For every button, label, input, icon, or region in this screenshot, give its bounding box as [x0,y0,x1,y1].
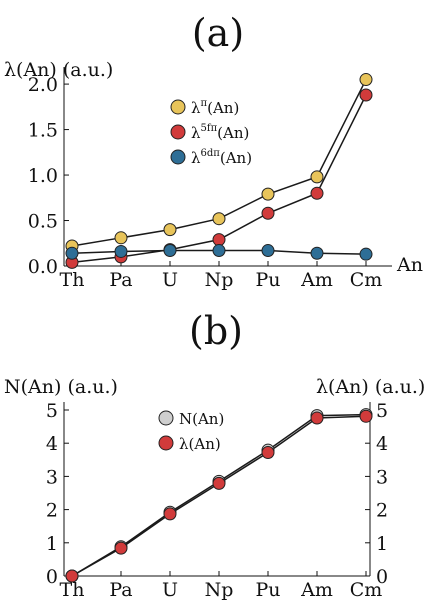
panel-a-data-point [310,186,324,200]
panel-b-y-tick-label: 1 [46,533,58,555]
panel-a-x-tick-label: Pu [255,269,280,291]
panel-a-legend-label: λ6dπ(An) [191,148,252,167]
panel-b-label: (b) [189,309,243,353]
panel-a-x-tick-label: Cm [350,269,383,291]
panel-a-data-point [261,187,275,201]
panel-b-y-tick-label: 0 [46,566,58,588]
panel-a-y-tick-label: 1.0 [28,165,58,187]
panel-a-x-tick-label: U [162,269,178,291]
panel-b-plot: 0 0 1 1 2 2 3 3 4 4 5 5 Th Pa U Np Pu Am Cm N(An) λ(An) [46,400,388,600]
panel-b-right-y-tick-label: 4 [376,433,388,455]
panel-a-data-point [359,88,373,102]
panel-b-x-tick-label: Am [300,579,333,600]
panel-a-y-tick-label: 0.5 [28,211,58,233]
panel-a-x-axis-title: An [396,254,423,276]
panel-a-y-axis-title: λ(An) (a.u.) [4,59,113,81]
panel-a-x-tick-label: Pa [109,269,132,291]
panel-b-legend-label: λ(An) [179,435,221,453]
panel-a-data-point [310,246,324,260]
panel-a-data-point [359,247,373,261]
panel-b-y-tick-label: 2 [46,500,58,522]
panel-b-data-point [359,409,373,423]
panel-b-right-y-tick-label: 1 [376,533,388,555]
panel-b-right-y-tick-label: 3 [376,466,388,488]
panel-a-data-point [310,170,324,184]
panel-a-y-tick-label: 2.0 [28,74,58,96]
panel-b-data-point [212,476,226,490]
panel-b-x-tick-label: U [162,579,178,600]
panel-b-x-tick-label: Pu [255,579,280,600]
panel-a-data-point [261,206,275,220]
panel-b-legend-marker [158,410,174,426]
panel-b-data-point [261,445,275,459]
panel-a-x-tick-label: Th [60,269,85,291]
panel-a-legend-label: λ5fπ(An) [191,123,249,142]
panel-a-data-point [163,223,177,237]
panel-a-data-point [359,73,373,87]
panel-b-data-point [65,569,79,583]
panel-a-x-tick-label: Am [300,269,333,291]
panel-a-data-point [212,233,226,247]
panel-a-legend-label: λπ(An) [191,98,239,117]
panel-b-y-axis-title: N(An) (a.u.) [4,376,118,398]
panel-a-data-point [261,244,275,258]
panel-b-right-y-axis-title: λ(An) (a.u.) [316,376,425,398]
panel-b-right-y-tick-label: 5 [376,400,388,422]
panel-a-data-point [163,244,177,258]
panel-a-data-point [65,246,79,260]
panel-a-plot: 0.0 0.5 1.0 1.5 2.0 Th Pa U Np Pu Am Cm λπ(An) λ5fπ(A… [28,67,392,291]
panel-a-x-tick-label: Np [205,269,234,291]
panel-a-data-point [114,231,128,245]
panel-b-y-tick-label: 4 [46,433,58,455]
panel-b-data-point [114,541,128,555]
panel-b-legend-label: N(An) [179,410,224,428]
panel-a-y-tick-label: 0.0 [28,256,58,278]
panel-b-x-tick-label: Cm [350,579,383,600]
panel-b-y-tick-label: 3 [46,466,58,488]
panel-a-legend-marker [170,149,186,165]
panel-b-data-point [310,411,324,425]
panel-a-data-point [212,212,226,226]
panel-a-label: (a) [192,11,244,55]
panel-a-legend-marker [170,99,186,115]
panel-b-right-y-tick-label: 2 [376,500,388,522]
panel-a-data-point [114,244,128,258]
panel-a-data-point [212,244,226,258]
panel-b-y-tick-label: 5 [46,400,58,422]
panel-b-x-tick-label: Np [205,579,234,600]
panel-b-x-tick-label: Pa [109,579,132,600]
panel-b-data-point [163,507,177,521]
panel-a-y-tick-label: 1.5 [28,120,58,142]
panel-a-legend-marker [170,124,186,140]
panel-b-right-y-tick-label: 0 [376,566,388,588]
panel-b-legend-marker [158,435,174,451]
panel-b-x-tick-label: Th [60,579,85,600]
